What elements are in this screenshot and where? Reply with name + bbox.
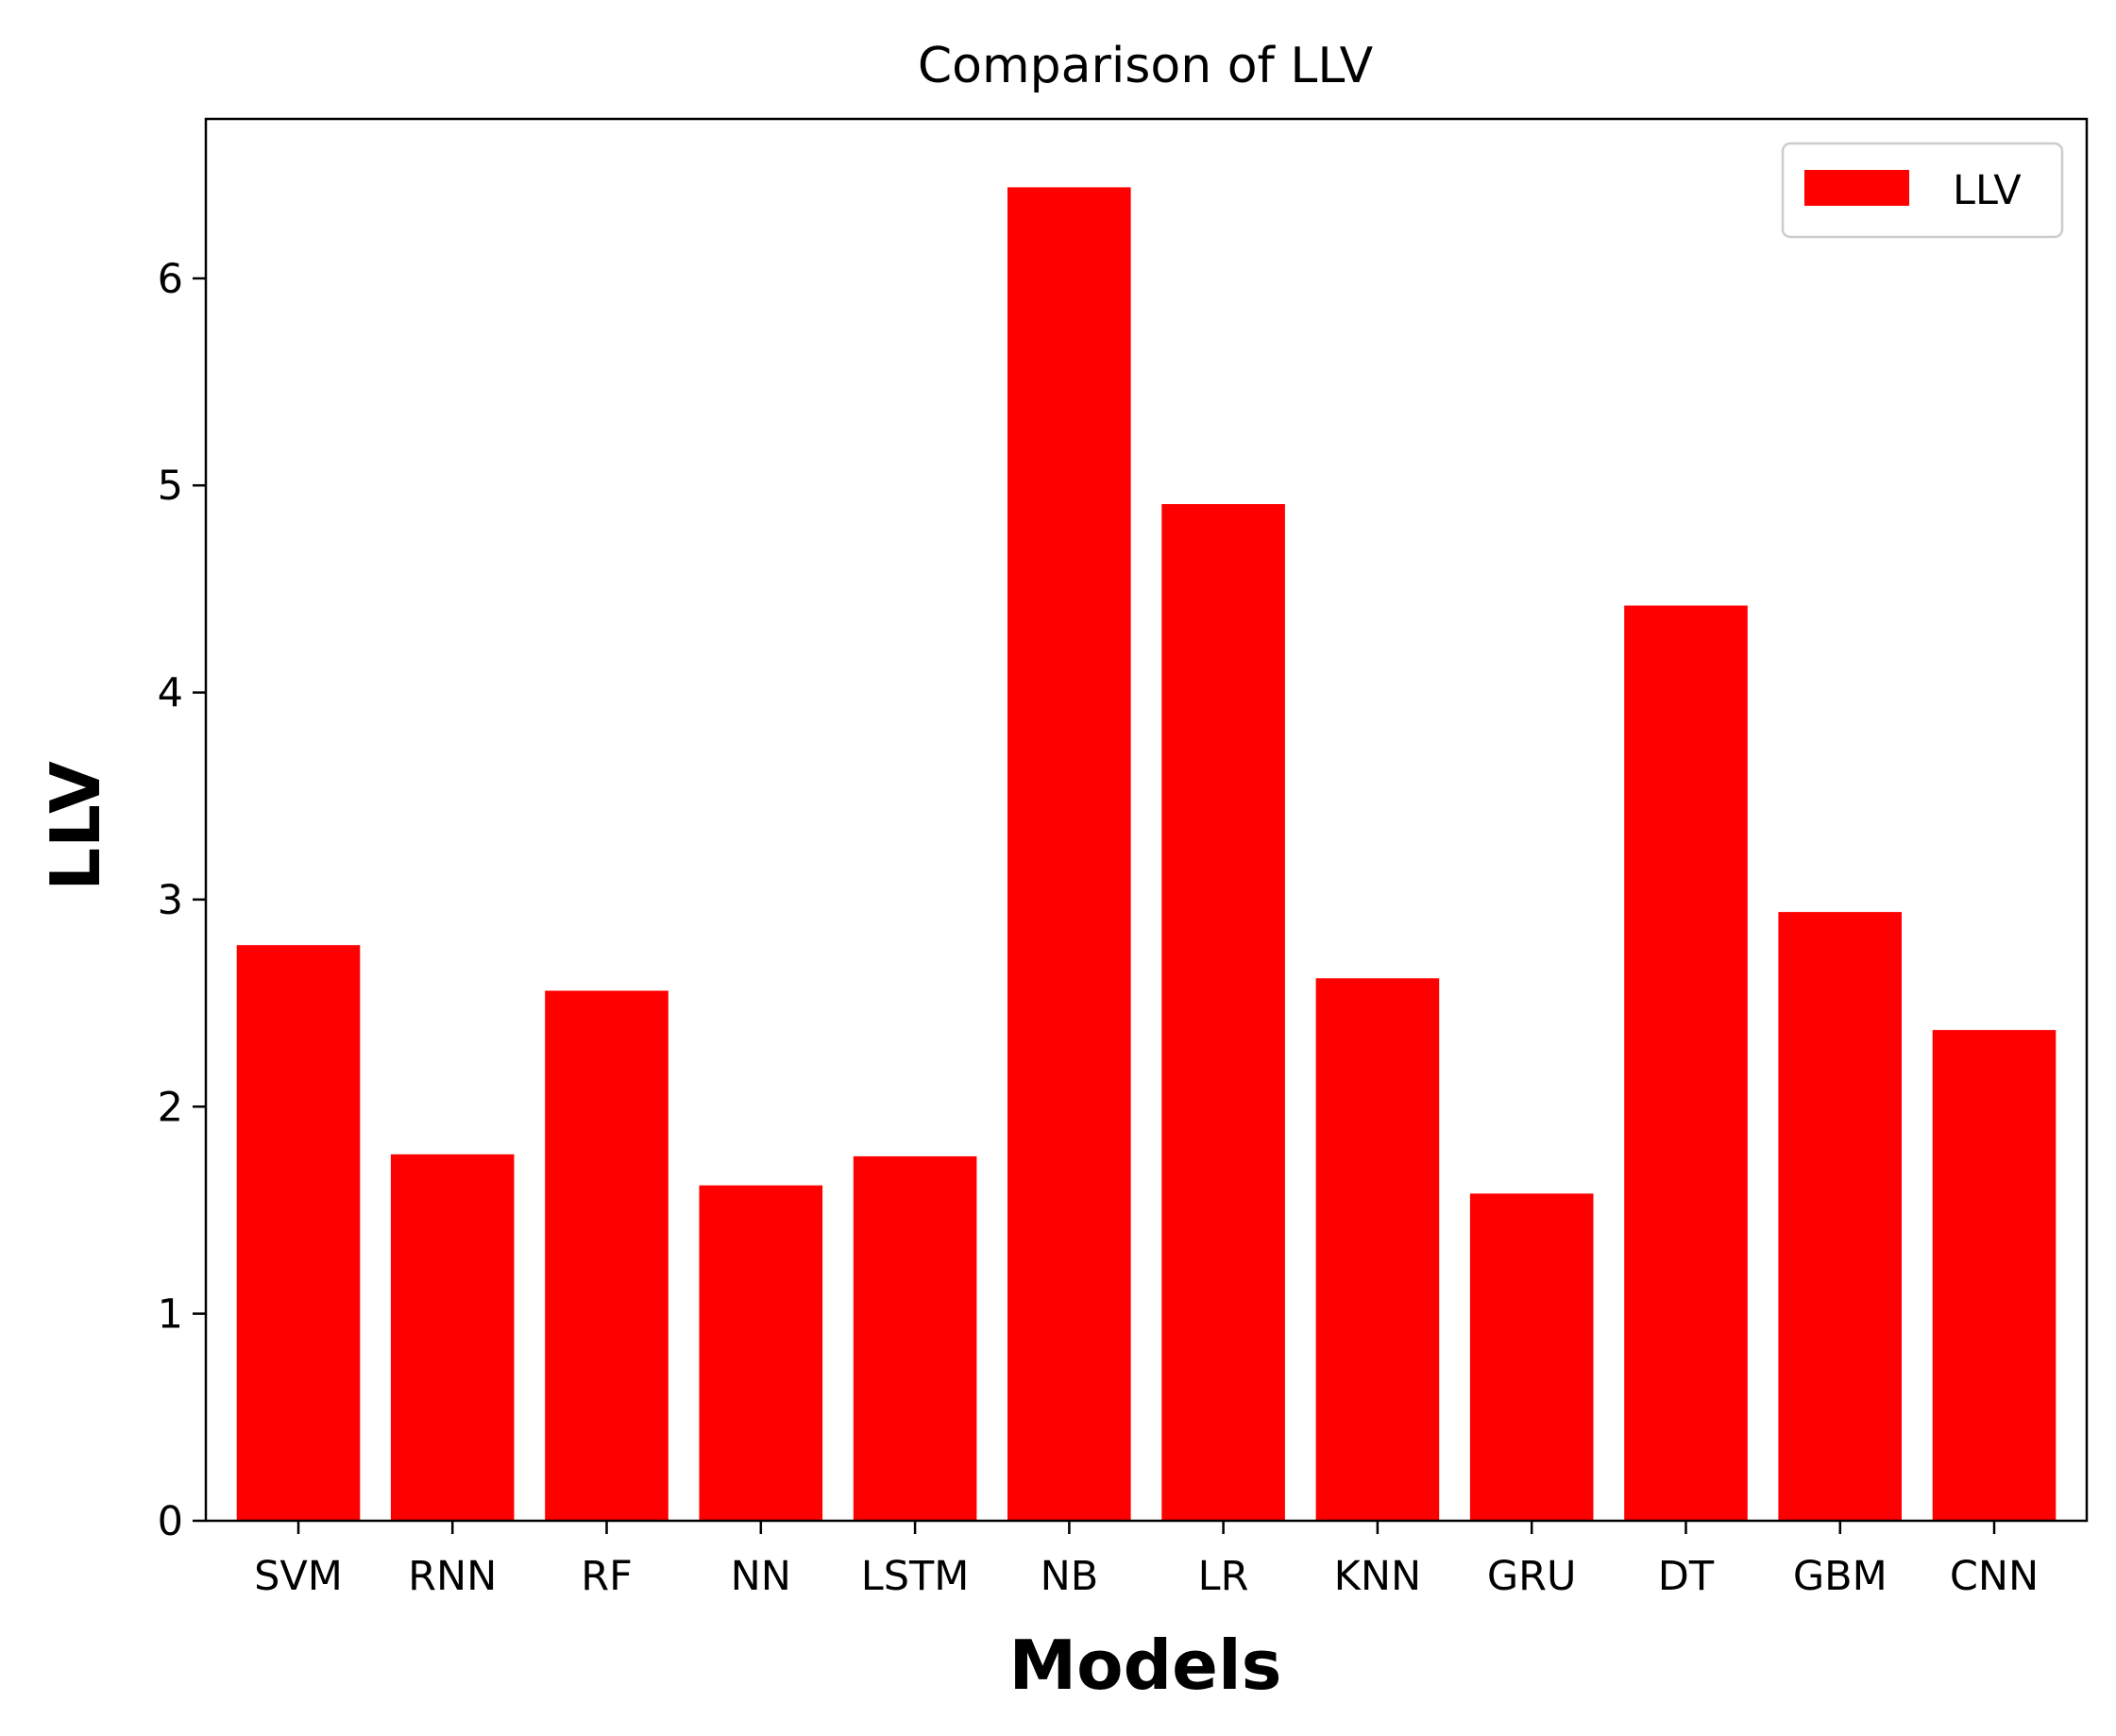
bar-rf (545, 990, 669, 1521)
bar-lstm (853, 1155, 977, 1521)
x-tick-label: KNN (1334, 1553, 1422, 1600)
legend-swatch (1804, 170, 1909, 206)
x-tick-label: NB (1041, 1553, 1099, 1600)
legend: LLV (1781, 142, 2064, 239)
x-tick-label: DT (1658, 1553, 1715, 1600)
y-tick-label: 5 (158, 463, 183, 510)
x-tick-label: GBM (1793, 1553, 1887, 1600)
bars-group (236, 187, 2057, 1521)
x-tick-label: NN (731, 1553, 791, 1600)
bar-knn (1315, 978, 1440, 1521)
x-axis: SVM RNN RF NN LSTM NB LR KNN GRU DT GBM CNN (254, 1521, 2039, 1600)
y-tick-label: 2 (158, 1084, 183, 1131)
y-tick-label: 0 (158, 1498, 183, 1545)
y-tick-label: 3 (158, 877, 183, 924)
bar-dt (1624, 605, 1748, 1521)
x-tick-label: RNN (408, 1553, 497, 1600)
x-tick-label: SVM (254, 1553, 343, 1600)
bar-gru (1469, 1193, 1594, 1521)
x-tick-label: GRU (1487, 1553, 1577, 1600)
bar-cnn (1932, 1030, 2057, 1521)
legend-label: LLV (1953, 167, 2022, 214)
plot-area-frame (204, 117, 2089, 1523)
y-axis-title: LLV (36, 761, 115, 891)
x-axis-title: Models (1008, 1626, 1281, 1705)
y-tick-label: 4 (158, 670, 183, 717)
chart-title: Comparison of LLV (918, 38, 1374, 94)
bar-gbm (1778, 912, 1902, 1521)
bar-nn (699, 1185, 823, 1521)
x-tick-label: LR (1198, 1553, 1249, 1600)
bar-rnn (390, 1154, 515, 1521)
y-axis: 0 1 2 3 4 5 6 (158, 256, 206, 1545)
bar-svm (236, 945, 361, 1521)
y-tick-label: 1 (158, 1291, 183, 1339)
x-tick-label: RF (581, 1553, 633, 1600)
legend-box (1781, 142, 2064, 239)
bar-nb (1007, 187, 1131, 1521)
y-tick-label: 6 (158, 256, 183, 303)
bar-lr (1161, 504, 1285, 1521)
x-tick-label: LSTM (861, 1553, 970, 1600)
x-tick-label: CNN (1950, 1553, 2039, 1600)
